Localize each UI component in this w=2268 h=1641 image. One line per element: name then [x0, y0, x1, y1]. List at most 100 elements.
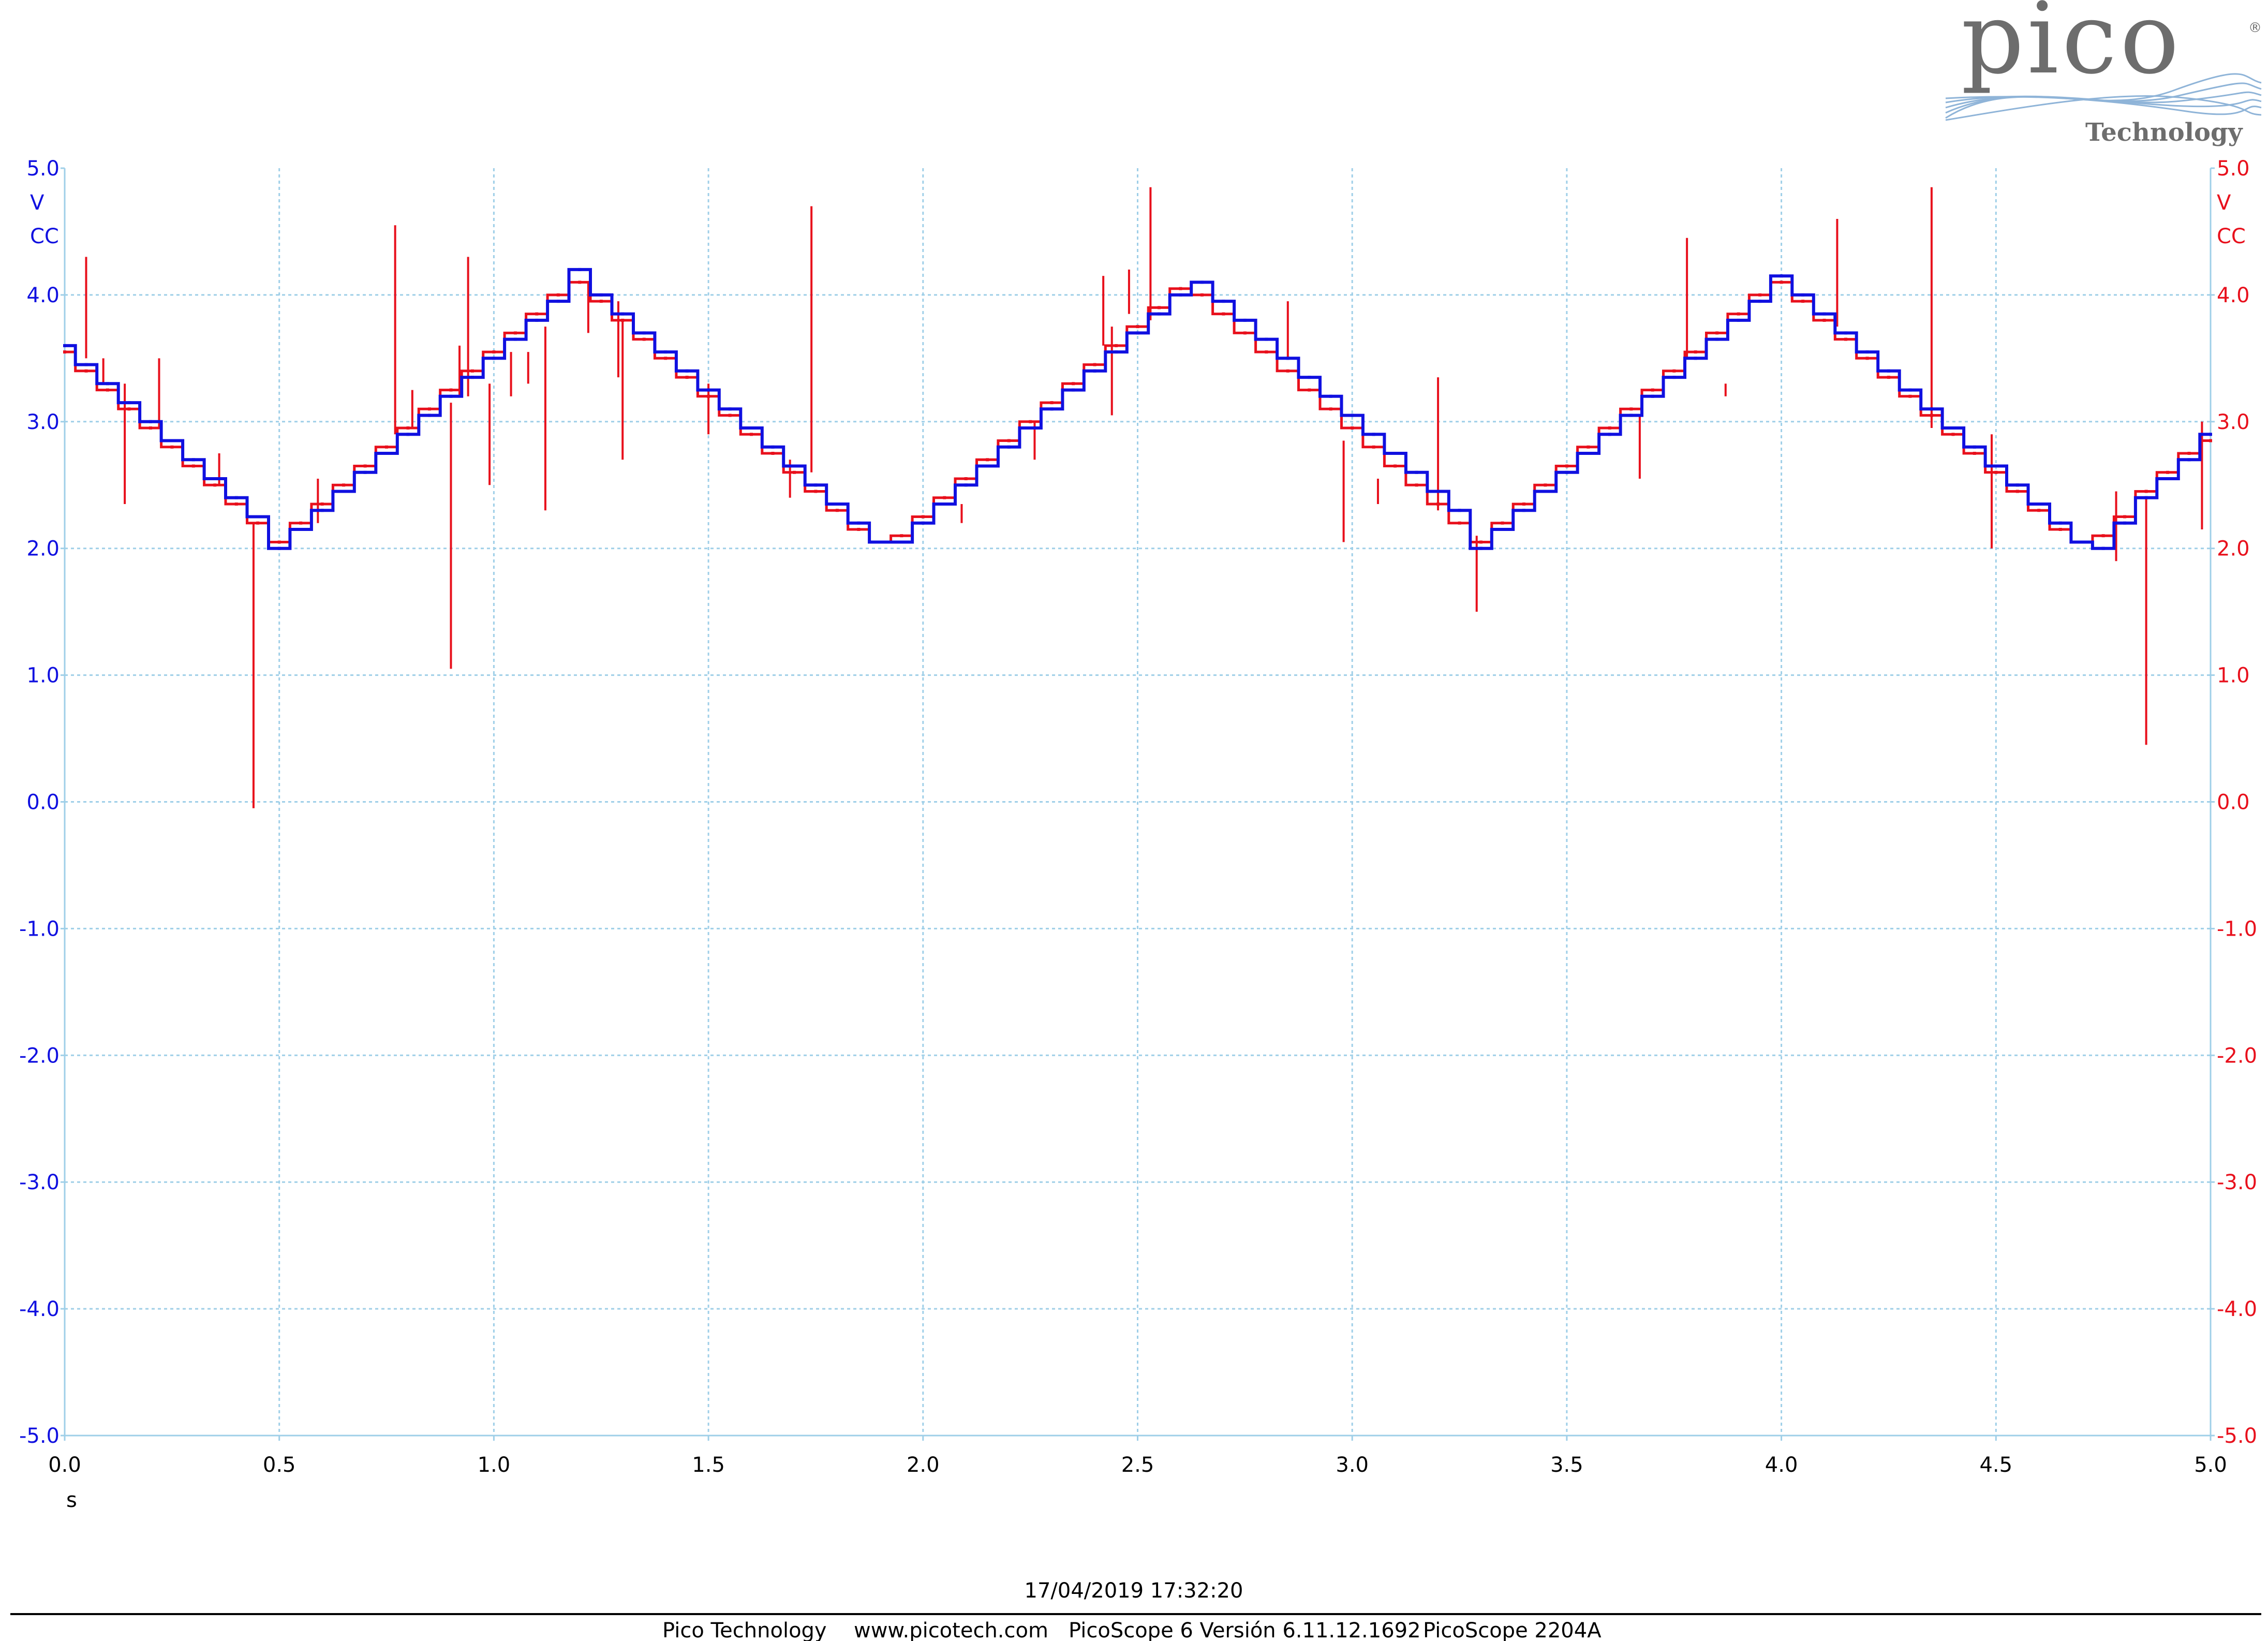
series-B-point: [1715, 331, 1719, 335]
right-tick-label: -3.0: [2217, 1171, 2257, 1194]
series-A-point: [1587, 452, 1590, 455]
series-B-point: [2187, 452, 2191, 455]
footer-device: PicoScope 2204A: [1423, 1619, 1602, 1641]
series-B-point: [1372, 445, 1375, 449]
series-B-point: [2037, 509, 2041, 512]
series-B-point: [1587, 445, 1590, 449]
series-B-point: [299, 521, 303, 525]
series-B-point: [793, 470, 796, 474]
series-A-point: [1458, 509, 1461, 512]
series-B-point: [84, 369, 88, 373]
series-B-point: [191, 464, 195, 468]
logo-registered-mark: ®: [2248, 20, 2262, 36]
series-A-point: [277, 546, 281, 550]
series-B-point: [1822, 318, 1826, 322]
right-axis-coupling: CC: [2217, 225, 2246, 248]
series-A-point: [1801, 293, 1805, 297]
footer-website: www.picotech.com: [854, 1619, 1048, 1641]
right-tick-label: 5.0: [2217, 157, 2250, 181]
logo-brand: pico: [1961, 0, 2182, 96]
series-B-point: [1608, 426, 1611, 430]
pico-logo: pico ® Technology: [1945, 0, 2262, 147]
left-tick-label: -3.0: [19, 1171, 60, 1194]
series-A-point: [1930, 407, 1933, 411]
series-B-point: [578, 280, 582, 284]
x-tick-label: 3.0: [1336, 1453, 1369, 1477]
series-B-point: [1286, 369, 1289, 373]
series-B-point: [1844, 337, 1847, 341]
series-B-point: [1737, 312, 1740, 316]
series-A-point: [1243, 318, 1247, 322]
series-A-point: [1672, 376, 1676, 379]
series-B-point: [1029, 420, 1032, 423]
series-B-point: [857, 528, 861, 531]
series-B-point: [921, 515, 925, 519]
series-A-point: [1544, 490, 1547, 493]
series-A-point: [320, 509, 324, 512]
series-B-point: [1351, 426, 1354, 430]
series-B-point: [1651, 388, 1654, 392]
series-A-point: [170, 439, 174, 442]
series-A-point: [470, 376, 474, 379]
series-B-point: [1544, 483, 1547, 487]
left-axis: 5.0 4.0 3.0 2.0 1.0 0.0 -1.0 -2.0 -3.0 -4.0 -5.0: [19, 157, 65, 1448]
series-B-point: [664, 357, 668, 360]
series-A-point: [256, 515, 260, 519]
series-B-point: [1758, 293, 1762, 297]
series-A-point: [1308, 376, 1311, 379]
series-A-point: [1501, 528, 1504, 531]
series-A-point: [921, 521, 925, 525]
series-B-point: [363, 464, 367, 468]
series-A-point: [1822, 312, 1826, 316]
series-B-point: [1050, 401, 1054, 405]
series-B-point: [2058, 528, 2062, 531]
series-A-point: [1093, 369, 1096, 373]
x-axis: 0.0 0.5 1.0 1.5 2.0 2.5 3.0 3.5 4.0 4.5 5.0: [48, 1436, 2227, 1477]
series-A-point: [2187, 458, 2191, 462]
left-tick-label: 3.0: [26, 410, 60, 434]
series-B-point: [728, 413, 732, 417]
series-A-point: [2058, 521, 2062, 525]
x-tick-label: 3.5: [1550, 1453, 1583, 1477]
logo-sub: Technology: [2085, 118, 2244, 147]
series-B-point: [428, 407, 431, 411]
series-A-point: [1737, 318, 1740, 322]
series-B-point: [1629, 407, 1633, 411]
left-tick-label: -2.0: [19, 1044, 60, 1068]
right-tick-label: -5.0: [2217, 1424, 2257, 1448]
series-B-point: [406, 426, 410, 430]
series-A-point: [900, 540, 903, 544]
series-B-point: [1522, 502, 1525, 506]
series-B-point: [1394, 464, 1397, 468]
series-A-point: [943, 502, 946, 506]
series-A-point: [857, 521, 861, 525]
series-A-point: [449, 394, 453, 398]
series-A-point: [878, 540, 882, 544]
series-A-point: [1179, 293, 1182, 297]
series-B-point: [63, 350, 66, 354]
x-tick-label: 4.5: [1979, 1453, 2012, 1477]
series-B-point: [449, 388, 453, 392]
series-B-point: [771, 452, 775, 455]
series-A-point: [1694, 357, 1697, 360]
footer-timestamp: 17/04/2019 17:32:20: [1025, 1579, 1243, 1603]
series-A-point: [1007, 445, 1011, 449]
series-B-point: [900, 534, 903, 538]
series-A-point: [1029, 426, 1032, 430]
series-A-point: [1394, 452, 1397, 455]
x-tick-label: 2.0: [907, 1453, 940, 1477]
series-A-point: [578, 268, 582, 271]
series-A-point: [428, 413, 431, 417]
series-B-point: [1694, 350, 1697, 354]
series-B-point: [513, 331, 517, 335]
series-B-point: [1007, 439, 1011, 442]
series-B-point: [814, 490, 818, 493]
series-A-point: [1951, 426, 1955, 430]
series-B-point: [1136, 325, 1139, 329]
x-tick-label: 5.0: [2194, 1453, 2227, 1477]
series-A-point: [2209, 433, 2212, 436]
series-A-point: [2015, 483, 2019, 487]
series-B-point: [1222, 312, 1225, 316]
right-axis: 5.0 4.0 3.0 2.0 1.0 0.0 -1.0 -2.0 -3.0 -4.0 -5.0: [2211, 157, 2257, 1448]
series-A-point: [728, 407, 732, 411]
